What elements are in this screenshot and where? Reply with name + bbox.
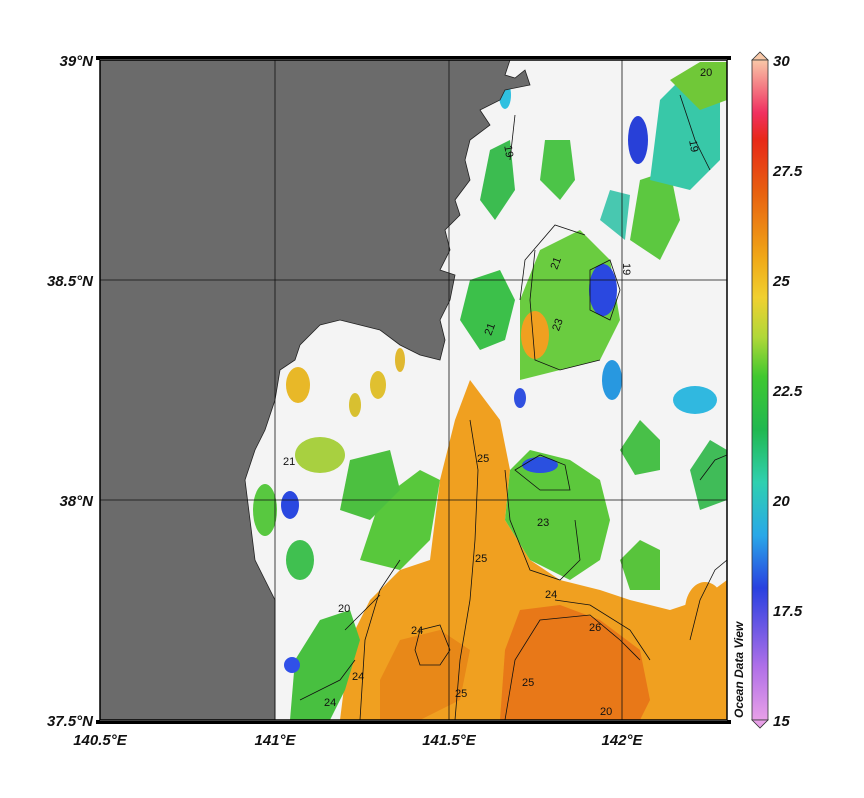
lon-label: 140.5°E [73,732,128,749]
contour-coast-2 [344,594,381,631]
green-water-coast-2 [360,470,440,570]
contour-25-east [504,614,641,720]
contour-25-west [454,419,479,720]
contour-label: 20 [600,706,612,718]
contour-label: 24 [545,589,557,601]
longitude-labels: 140.5°E 141°E 141.5°E 142°E [73,732,643,749]
colorbar: 30 27.5 25 22.5 20 17.5 15 Ocean Data Vi… [732,51,803,730]
contour-coast [299,659,356,701]
warm-patch-2 [370,371,386,399]
lat-label: 38.5°N [47,273,94,290]
colorbar-body [751,59,769,721]
hot-water-core-2 [380,630,470,720]
warm-patch-5 [685,582,725,638]
contour-label: 25 [455,688,467,700]
yellowgreen-patch-1 [295,437,345,473]
warm-patch-1 [286,367,310,403]
cold-spot-ne [628,116,648,164]
colorbar-tick-label: 27.5 [772,163,803,180]
contour-label: 24 [411,625,423,637]
green-water-west [340,450,400,520]
graticule [100,60,727,720]
contour-cold-north [589,259,621,321]
contour-19-n [509,114,516,161]
colorbar-tick-label: 20 [772,493,790,510]
contour-label: 20 [338,603,350,615]
lat-label: 38°N [59,493,94,510]
colorbar-tick-label: 30 [773,53,790,70]
colorbar-bottom-arrow [751,719,769,729]
latitude-labels: 39°N 38.5°N 38°N 37.5°N [47,53,94,730]
contour-label: 24 [352,671,364,683]
contour-label: 25 [477,453,489,465]
cold-spot-north [589,264,617,316]
contour-far-east [699,454,727,481]
cyan-spot-2 [602,360,622,400]
lat-label: 37.5°N [47,713,94,730]
colorbar-tick-label: 15 [773,713,790,730]
colorbar-tick-label: 22.5 [772,383,803,400]
contour-23-north [529,249,601,371]
warm-water-region [430,380,727,720]
contour-label: 20 [700,67,712,79]
green-patch-1 [480,140,515,220]
contour-labels: 20 19 19 21 23 21 19 25 24 23 25 24 25 2… [283,67,712,718]
contour-19-ne [679,94,711,171]
ocean-data-view-credit: Ocean Data View [732,621,746,718]
green-water-northwest [460,270,515,350]
green-patch-3 [630,170,680,260]
contour-24-b [414,624,451,666]
yellowgreen-patch-3 [286,540,314,580]
contour-label: 21 [483,321,498,337]
warm-patch-3 [349,393,361,417]
green-patch-far-east [690,440,727,510]
contour-label: 21 [283,456,295,468]
contour-label: 24 [324,697,336,709]
green-patch-se [620,540,660,590]
warm-patch-6 [521,311,549,359]
contour-24-a [359,559,401,720]
lon-label: 142°E [601,732,643,749]
contour-label: 21 [549,255,564,271]
contour-label: 19 [620,263,632,275]
frame-ticks [96,56,731,724]
lat-label: 39°N [59,53,94,70]
cold-spot-mid [522,457,558,473]
contour-east [689,559,727,641]
green-patch-ne [670,62,727,110]
contour-label: 23 [550,317,565,333]
cyan-spot-1 [673,386,717,414]
yellowgreen-patch-2 [253,484,277,536]
contour-cold-mid [514,454,571,491]
cold-spot-west [281,491,299,519]
map-frame [99,59,728,721]
contour-label: 23 [537,517,549,529]
contour-label: 19 [501,144,515,158]
lon-label: 141°E [254,732,296,749]
colorbar-tick-label: 25 [772,273,790,290]
green-water-coast [290,610,360,720]
contour-label: 25 [475,553,487,565]
warm-patch-4 [395,348,405,372]
contour-label: 26 [589,622,601,634]
contour-26 [554,599,651,661]
teal-patch-east [600,190,630,240]
green-patch-east [620,420,660,475]
lon-label: 141.5°E [422,732,477,749]
colorbar-tick-label: 17.5 [773,603,803,620]
cold-spot-coast [284,657,300,673]
land-mass [100,60,531,720]
green-patch-2 [540,140,575,200]
contour-label: 19 [686,139,700,153]
cold-spot-2 [514,388,526,408]
colorbar-top-arrow [751,51,769,61]
contour-label: 25 [522,677,534,689]
contour-23 [504,469,581,581]
